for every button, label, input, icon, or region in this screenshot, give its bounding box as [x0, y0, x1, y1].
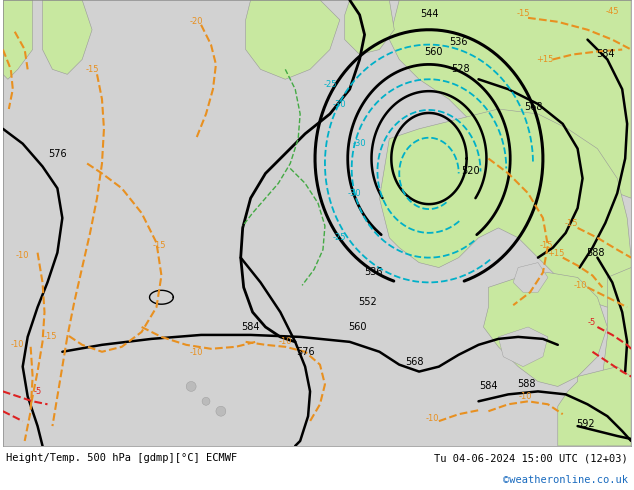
Text: -30: -30: [348, 189, 361, 198]
Text: 588: 588: [586, 247, 605, 258]
Polygon shape: [245, 0, 340, 79]
Polygon shape: [513, 263, 548, 293]
Text: 560: 560: [348, 322, 367, 332]
Text: -15: -15: [539, 241, 553, 250]
Text: -25: -25: [323, 80, 337, 89]
Text: 544: 544: [420, 9, 438, 19]
Text: -10: -10: [425, 414, 439, 423]
Text: -25: -25: [333, 233, 347, 243]
Text: -10: -10: [190, 348, 203, 357]
Polygon shape: [597, 268, 631, 446]
Text: -5: -5: [587, 318, 595, 326]
Text: 584: 584: [242, 322, 260, 332]
Text: 536: 536: [364, 268, 383, 277]
Polygon shape: [498, 327, 548, 367]
Text: 568: 568: [405, 357, 424, 367]
Text: -15: -15: [44, 332, 57, 342]
Polygon shape: [354, 0, 631, 40]
Text: +15: +15: [547, 249, 564, 258]
Circle shape: [186, 382, 196, 392]
Polygon shape: [345, 0, 394, 54]
Text: 588: 588: [517, 379, 535, 390]
Text: 592: 592: [576, 419, 595, 429]
Text: -5: -5: [34, 387, 42, 396]
Text: 528: 528: [451, 64, 470, 74]
Text: ©weatheronline.co.uk: ©weatheronline.co.uk: [503, 475, 628, 485]
Text: -15: -15: [565, 220, 578, 228]
Text: 576: 576: [296, 347, 314, 357]
Text: +15: +15: [536, 55, 553, 64]
Text: 568: 568: [524, 102, 542, 112]
Text: -10: -10: [519, 392, 532, 401]
Text: -15: -15: [153, 241, 166, 250]
Text: -15: -15: [516, 9, 530, 18]
Polygon shape: [42, 0, 92, 74]
Text: 584: 584: [479, 381, 498, 392]
Polygon shape: [558, 367, 631, 446]
Polygon shape: [3, 0, 32, 79]
Polygon shape: [389, 0, 631, 198]
Text: -30: -30: [353, 139, 366, 148]
Text: 520: 520: [462, 167, 480, 176]
Text: -10: -10: [11, 341, 25, 349]
Text: -10: -10: [278, 337, 292, 346]
Text: 552: 552: [358, 297, 377, 307]
Text: -45: -45: [605, 7, 619, 16]
Text: -20: -20: [190, 17, 203, 26]
Circle shape: [202, 397, 210, 405]
Text: Tu 04-06-2024 15:00 UTC (12+03): Tu 04-06-2024 15:00 UTC (12+03): [434, 453, 628, 463]
Text: -10: -10: [16, 251, 29, 260]
Text: -15: -15: [86, 65, 99, 74]
Text: Height/Temp. 500 hPa [gdmp][°C] ECMWF: Height/Temp. 500 hPa [gdmp][°C] ECMWF: [6, 453, 238, 463]
Text: -10: -10: [574, 281, 587, 290]
Text: 576: 576: [48, 148, 67, 159]
Text: 584: 584: [596, 49, 614, 59]
Text: 536: 536: [450, 37, 468, 47]
Polygon shape: [484, 272, 607, 387]
Circle shape: [216, 406, 226, 416]
Text: -30: -30: [333, 99, 347, 109]
Text: 560: 560: [425, 47, 443, 56]
Polygon shape: [379, 109, 631, 307]
